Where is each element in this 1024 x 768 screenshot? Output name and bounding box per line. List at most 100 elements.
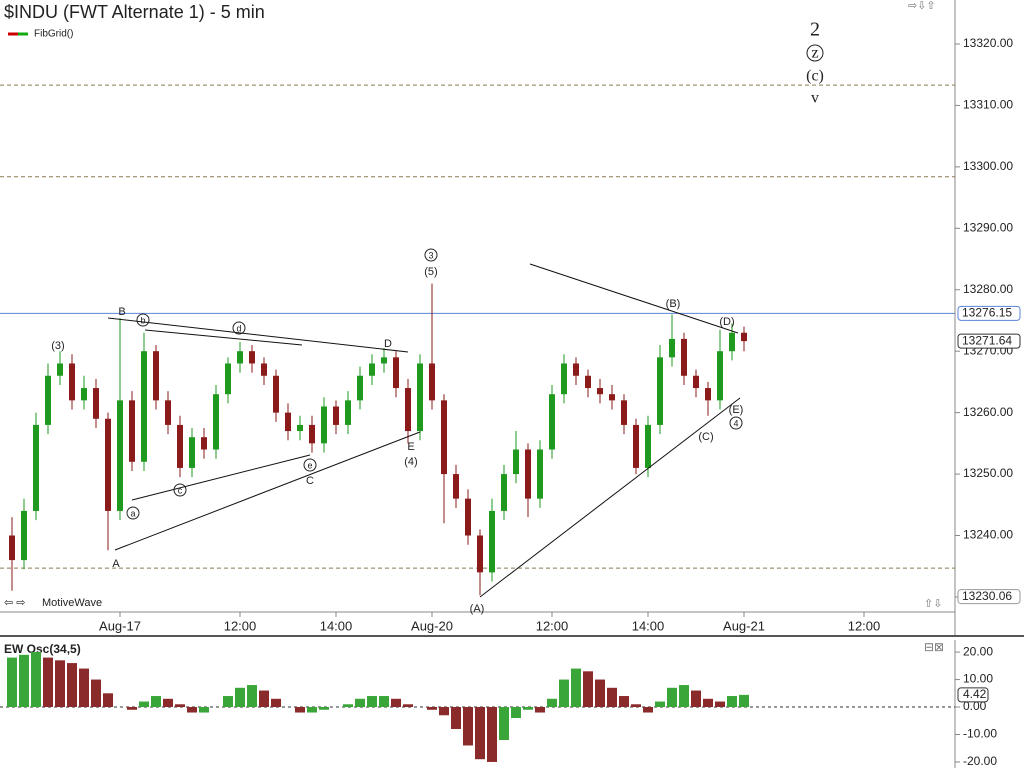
candle-body [453,474,459,499]
wave-label: z [811,45,818,62]
osc-bar [103,693,113,708]
osc-bar [43,657,53,708]
legend-label: FibGrid() [34,29,73,40]
osc-bar [547,698,557,708]
candle-body [513,449,519,475]
wave-circle [126,506,140,520]
osc-bar [31,652,41,708]
candle-body [309,424,315,444]
x-tick-label: 12:00 [536,618,569,633]
candle-body [729,332,735,352]
osc-bar [187,707,197,713]
osc-bar [319,707,329,710]
candle-body [669,338,675,358]
candle-body [321,406,327,444]
x-tick-label: 14:00 [320,618,353,633]
nav-arrows[interactable]: ⇦ ⇨ [4,597,26,609]
osc-bar [163,698,173,708]
candle-body [561,363,567,395]
osc-title: EW Osc(34,5) [4,642,81,656]
scroll-buttons[interactable]: ⇨⇩⇧ [908,0,936,12]
wave-label: c [178,485,183,495]
wave-label: (A) [470,603,485,615]
osc-tick-label: 10.00 [963,672,993,686]
osc-bar [367,696,377,708]
candle-body [225,363,231,395]
osc-bar [7,657,17,708]
osc-bar [511,707,521,719]
y-tick-label: 13260.00 [963,405,1013,419]
candle-body [573,363,579,376]
osc-bar [223,696,233,708]
candle-body [705,388,711,401]
osc-bar [175,704,185,708]
wave-circle [806,44,824,62]
candle-body [597,388,603,395]
candle-body [489,510,495,573]
osc-bar [391,698,401,708]
wave-circle [424,248,438,262]
osc-tick-label: 20.00 [963,644,993,658]
osc-bar [631,704,641,708]
candle-body [741,332,747,342]
osc-bar [235,687,245,708]
y-tick-label: 13250.00 [963,466,1013,480]
x-tick-label: Aug-17 [99,618,141,633]
wave-circle [173,483,187,497]
osc-bar [55,660,65,708]
candle-body [129,400,135,462]
osc-bar [655,701,665,708]
candle-body [57,363,63,376]
candle-body [261,363,267,376]
candle-body [657,357,663,425]
osc-bar [355,698,365,708]
osc-bar [487,707,497,762]
candle-body [117,400,123,511]
candle-body [273,375,279,413]
osc-bar [439,707,449,716]
candle-body [501,474,507,511]
candle-body [717,351,723,401]
wave-circle [303,458,317,472]
candle-body [33,424,39,511]
candle-body [585,375,591,389]
osc-bar [139,701,149,708]
osc-bar [451,707,461,729]
candle-body [69,363,75,401]
wave-label: D [384,338,392,350]
osc-bar [535,707,545,713]
wave-label: (E) [729,404,744,416]
candle-body [357,375,363,401]
wave-label: (3) [51,340,64,352]
candle-body [381,357,387,364]
candle-body [285,412,291,432]
osc-bar [199,707,209,713]
wave-label: 4 [733,418,738,428]
y-tick-label: 13310.00 [963,98,1013,112]
wave-label: E [407,441,414,453]
osc-tick-label: 0.00 [963,699,987,713]
candle-body [681,338,687,376]
price-marker-label: 13276.15 [962,306,1012,320]
candle-body [465,498,471,536]
chart-title: $INDU (FWT Alternate 1) - 5 min [4,2,265,22]
osc-bar [679,685,689,708]
osc-tick-label: -10.00 [963,727,997,741]
wave-label: e [307,460,312,470]
wave-circle [729,416,743,430]
zoom-buttons[interactable]: ⇧⇩ [924,598,942,610]
trend-line [144,329,303,346]
wave-label: (B) [666,298,681,310]
candle-body [525,449,531,499]
candle-body [165,400,171,425]
y-tick-label: 13300.00 [963,159,1013,173]
price-marker-box [957,333,1021,349]
panel-buttons[interactable]: ⊟⊠ [924,640,944,654]
candle-body [393,357,399,389]
candle-body [369,363,375,376]
osc-bar [127,707,137,710]
candle-body [645,424,651,468]
candle-body [441,400,447,475]
osc-bar [571,668,581,708]
price-marker-label: 13230.06 [962,589,1012,603]
